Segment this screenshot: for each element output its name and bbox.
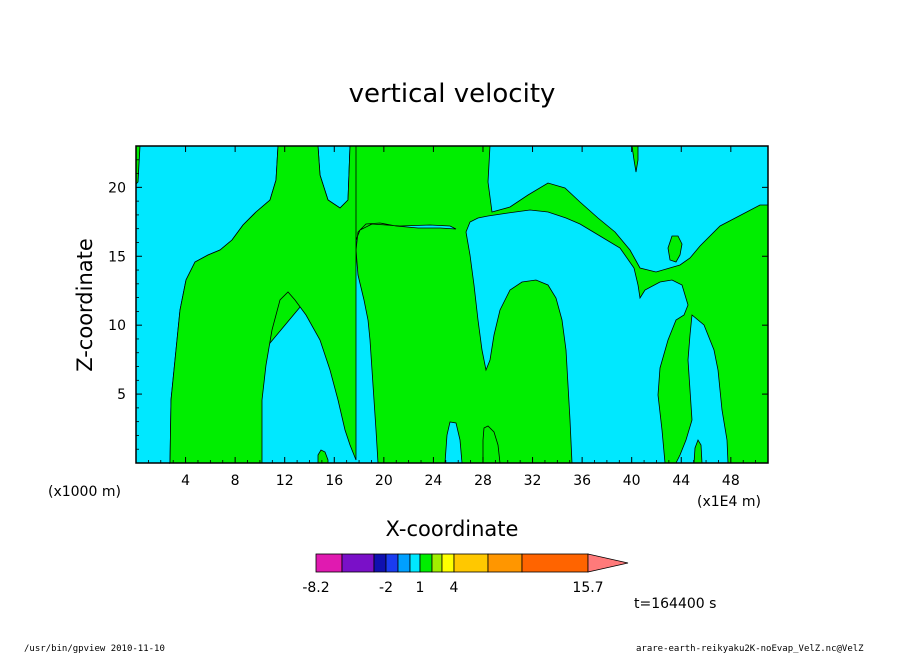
y-tick-label: 20	[108, 180, 126, 196]
colorbar-cell	[385, 553, 399, 573]
x-tick-label: 16	[325, 473, 343, 489]
x-tick-label: 24	[424, 473, 442, 489]
x-tick-label: 44	[672, 473, 690, 489]
colorbar-cell	[441, 553, 455, 573]
footer-left: /usr/bin/gpview 2010-11-10	[24, 644, 165, 654]
colorbar-cell	[431, 553, 443, 573]
x-tick-label: 12	[276, 473, 294, 489]
colorbar-cell	[373, 553, 387, 573]
colorbar-label: -2	[379, 580, 393, 596]
time-label: t=164400 s	[634, 596, 716, 612]
colorbar-label: 4	[450, 580, 459, 596]
x-tick-label: 40	[623, 473, 641, 489]
x-tick-label: 20	[375, 473, 393, 489]
colorbar-cell	[453, 553, 489, 573]
x-unit-left: (x1000 m)	[48, 484, 121, 500]
x-tick-label: 36	[573, 473, 591, 489]
colorbar-label: -8.2	[302, 580, 329, 596]
x-tick-label: 32	[524, 473, 542, 489]
colorbar-label: 15.7	[572, 580, 603, 596]
colorbar-cell	[341, 553, 375, 573]
colorbar-cell	[397, 553, 411, 573]
y-axis-label: Z-coordinate	[73, 238, 97, 372]
x-tick-label: 8	[231, 473, 240, 489]
x-tick-label: 28	[474, 473, 492, 489]
y-tick-label: 5	[117, 387, 126, 403]
x-axis-ticks: 4 8 12 16 20 24 28 32 36 40 44 48	[147, 146, 757, 489]
x-tick-label: 4	[181, 473, 190, 489]
colorbar-cell	[315, 553, 343, 573]
y-tick-label: 10	[108, 318, 126, 334]
colorbar: -8.2 -2 1 4 15.7	[302, 553, 629, 596]
y-tick-label: 15	[108, 249, 126, 265]
y-axis-ticks: 5 10 15 20	[108, 159, 768, 450]
colorbar-cell	[419, 553, 433, 573]
colorbar-cell	[521, 553, 589, 573]
positive-region-2	[169, 145, 357, 464]
colorbar-cell	[487, 553, 523, 573]
colorbar-label: 1	[416, 580, 425, 596]
x-tick-label: 48	[722, 473, 740, 489]
plot-frame	[135, 145, 769, 464]
colorbar-arrow	[587, 553, 629, 573]
x-axis-label: X-coordinate	[386, 517, 519, 541]
x-unit-right: (x1E4 m)	[697, 494, 761, 510]
colorbar-cell	[409, 553, 421, 573]
chart-title: vertical velocity	[349, 79, 556, 109]
positive-region-5	[667, 235, 683, 263]
footer-right: arare-earth-reikyaku2K-noEvap_VelZ.nc@Ve…	[636, 644, 864, 654]
